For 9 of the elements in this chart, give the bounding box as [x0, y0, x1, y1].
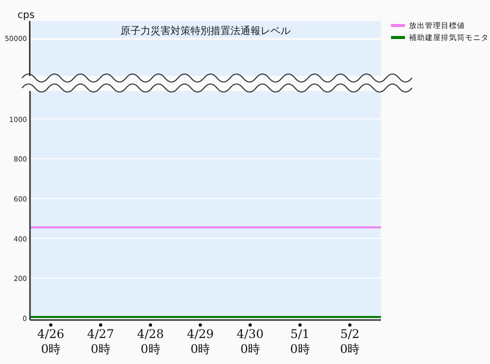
x-tick-label: 4/26 0時 [37, 327, 64, 356]
text: 原子力災害対策特別措置法通報レベル [120, 25, 290, 37]
x-tick-label: 4/30 0時 [236, 327, 264, 356]
x-tick-label: 5/1 0時 [290, 327, 310, 356]
x-tick-label: 4/29 0時 [186, 327, 214, 356]
x-tick-label: 4/27 0時 [87, 327, 114, 356]
x-tick-label: 5/2 0時 [340, 327, 360, 356]
x-tick-label: 4/28 0時 [136, 327, 164, 356]
text: cps [17, 10, 35, 21]
